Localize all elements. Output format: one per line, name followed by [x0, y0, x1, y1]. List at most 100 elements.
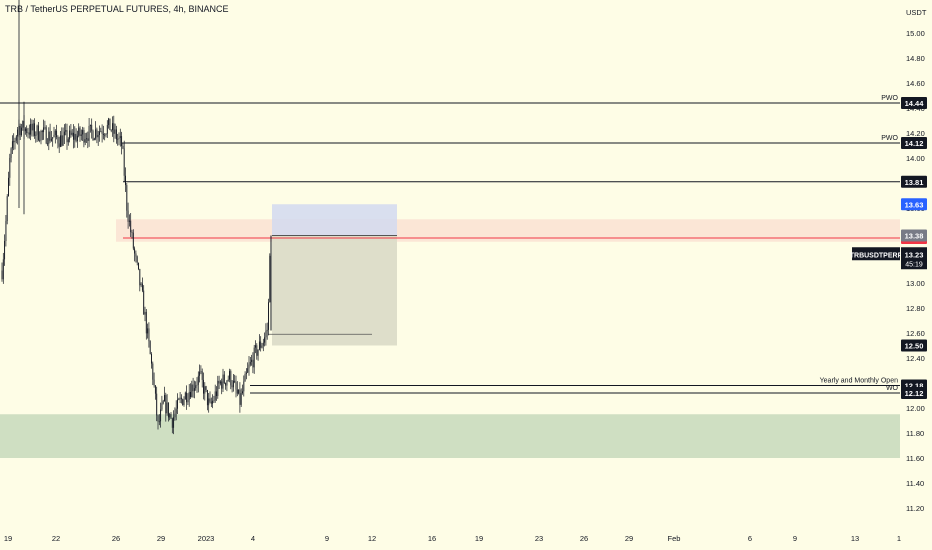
candle-body	[134, 248, 136, 254]
position-tool[interactable]	[268, 204, 397, 346]
candle-body	[66, 130, 68, 143]
candle-body	[235, 382, 237, 390]
candle-body	[122, 145, 124, 149]
price-label-bg	[901, 229, 927, 242]
candle-body	[114, 129, 116, 134]
candle-body	[131, 232, 133, 233]
level-price-label: 14.12	[905, 139, 924, 148]
candle-body	[127, 210, 129, 222]
x-tick-label: 23	[535, 534, 543, 543]
candle-body	[123, 148, 125, 176]
candle-body	[125, 175, 126, 186]
time-axis[interactable]: 19 22 26 29 2023 4 9 12 16 19 23 26 29 Feb 6 9 13 1	[4, 534, 901, 543]
price-label: 13.63	[905, 200, 924, 209]
level-note: WO	[886, 385, 899, 392]
candle-body	[106, 125, 108, 134]
candle-body	[265, 331, 267, 338]
candle-body	[65, 130, 67, 132]
candle-body	[57, 137, 59, 144]
candle-body	[191, 384, 193, 398]
candle-body	[87, 138, 89, 141]
symbol-tag-bg	[852, 247, 900, 261]
candle-body	[5, 221, 7, 241]
candle-body	[121, 136, 123, 146]
level-price-label-bg	[901, 97, 927, 109]
candle-body	[100, 131, 102, 133]
candle-body	[128, 220, 130, 222]
position-stop-area[interactable]	[272, 235, 397, 346]
candle-body	[178, 399, 180, 401]
x-tick-label: 6	[748, 534, 752, 543]
candle-body	[132, 232, 134, 249]
position-target-area[interactable]	[272, 204, 397, 236]
y-tick-label: 12.40	[906, 354, 925, 363]
candle-body	[83, 130, 85, 143]
candle-body	[252, 359, 254, 368]
candle-body	[56, 130, 58, 138]
candle-body	[126, 185, 128, 211]
candle-body	[9, 157, 11, 178]
candle-body	[216, 391, 217, 397]
candle-body	[61, 135, 63, 146]
candle-body	[147, 328, 149, 334]
candle-body	[39, 139, 41, 141]
candle-body	[30, 123, 32, 135]
candle-body	[234, 380, 236, 383]
demand-zone[interactable]	[0, 414, 900, 458]
candle-body	[101, 131, 103, 134]
candle-body	[269, 255, 271, 303]
x-tick-label: 26	[112, 534, 120, 543]
candle-body	[32, 123, 34, 131]
x-tick-label: 19	[4, 534, 12, 543]
candle-body	[60, 135, 61, 147]
candle-body	[204, 386, 206, 394]
candle-body	[58, 143, 60, 147]
candle-body	[166, 402, 168, 414]
candle-body	[40, 130, 42, 141]
candle-body	[44, 127, 46, 129]
x-tick-label: 12	[368, 534, 376, 543]
price-labels: 14.4414.1213.8113.3612.1812.1213.6313.38…	[850, 97, 927, 399]
candle-body	[151, 354, 152, 364]
candle-body	[177, 399, 178, 409]
candle-body	[247, 368, 249, 373]
candle-body	[258, 341, 260, 350]
candle-body	[63, 131, 65, 136]
candle-body	[144, 311, 146, 315]
candle-body	[164, 395, 165, 402]
candle-body	[200, 371, 202, 373]
candle-body	[231, 385, 233, 388]
candle-body	[14, 140, 16, 143]
candle-body	[205, 386, 207, 391]
candle-body	[54, 130, 56, 135]
candle-body	[201, 371, 203, 380]
candle-body	[165, 395, 167, 414]
candle-body	[41, 130, 43, 133]
y-tick-label: 11.80	[906, 429, 924, 438]
level-price-label-bg	[901, 387, 927, 399]
candle-body	[35, 134, 37, 136]
candle-body	[214, 391, 216, 401]
candle-body	[229, 371, 230, 380]
candle-body	[88, 125, 90, 141]
candle-body	[153, 379, 155, 386]
x-tick-label: 9	[793, 534, 797, 543]
candle-body	[255, 345, 256, 348]
candle-body	[197, 375, 199, 385]
x-tick-label: 22	[52, 534, 60, 543]
candle-body	[104, 134, 106, 136]
candle-body	[180, 397, 182, 400]
candle-body	[179, 397, 181, 400]
price-label: 13.38	[905, 232, 924, 241]
candle-body	[221, 381, 223, 389]
candle-body	[206, 390, 208, 406]
candle-body	[171, 418, 173, 428]
candle-body	[95, 129, 97, 139]
candle-body	[219, 381, 221, 384]
candle-body	[11, 141, 13, 149]
candle-body	[222, 374, 224, 389]
candle-body	[268, 302, 269, 330]
candle-body	[109, 118, 111, 131]
